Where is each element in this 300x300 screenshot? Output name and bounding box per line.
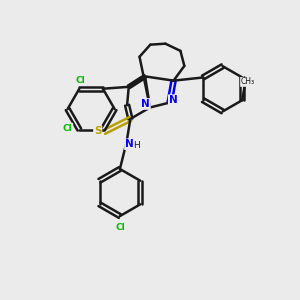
Text: N: N [141,99,150,109]
Text: Cl: Cl [115,223,125,232]
Text: CH₃: CH₃ [241,77,255,86]
Text: S: S [94,126,101,136]
Text: N: N [169,95,178,105]
Text: Cl: Cl [76,76,86,85]
Text: H: H [133,141,140,150]
Text: N: N [125,139,134,149]
Text: Cl: Cl [63,124,72,133]
